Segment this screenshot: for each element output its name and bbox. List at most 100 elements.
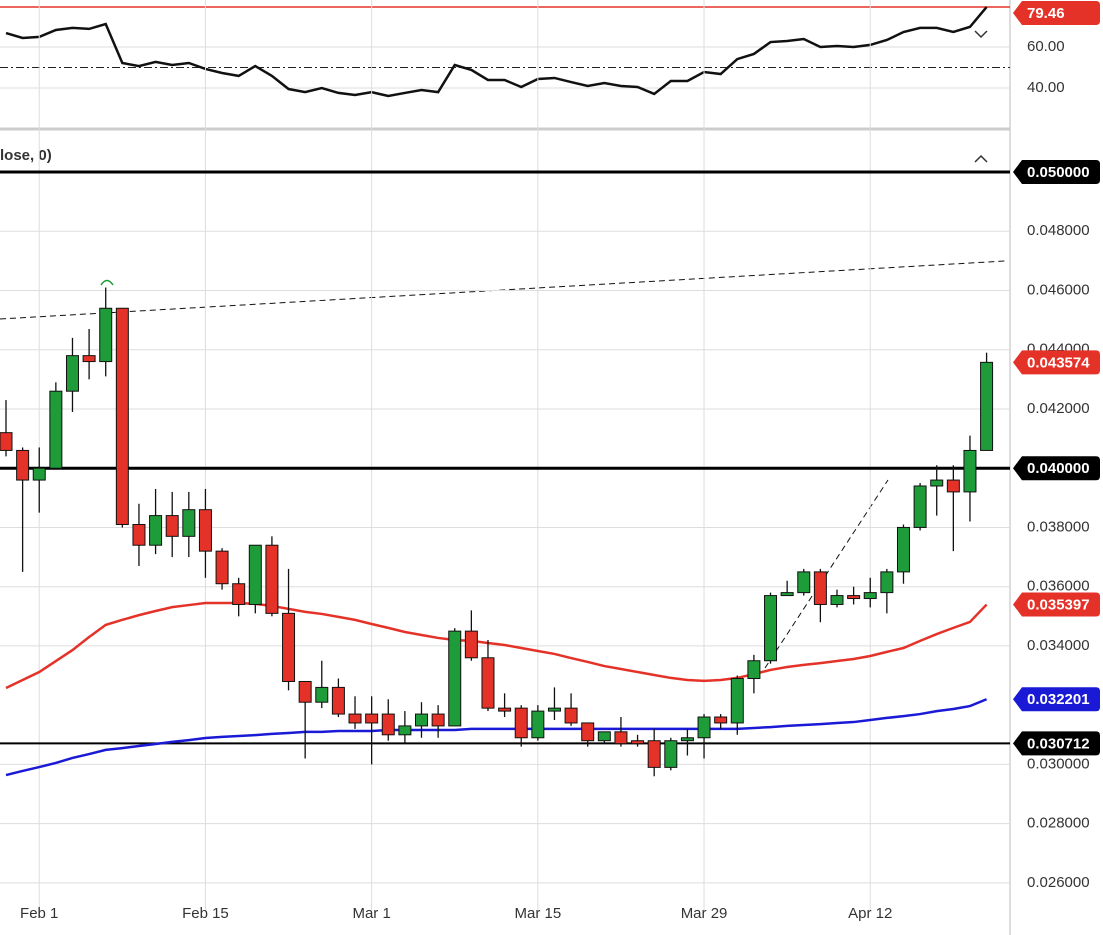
expand-icon[interactable] xyxy=(974,30,988,39)
candle-body xyxy=(631,740,645,745)
x-tick-label: Apr 12 xyxy=(848,905,892,922)
candle-body xyxy=(115,307,129,525)
y-tick-label: 0.048000 xyxy=(1027,222,1090,239)
candle-body xyxy=(564,707,578,724)
candle-body xyxy=(547,707,561,712)
candle-body xyxy=(813,571,827,605)
y-tick-label: 60.00 xyxy=(1027,38,1065,55)
candle-body xyxy=(896,526,910,573)
x-tick-label: Feb 15 xyxy=(182,905,229,922)
candle-body xyxy=(963,449,977,493)
candle-body xyxy=(415,713,428,727)
candle-body xyxy=(680,737,694,742)
last-price-tag-box xyxy=(1013,350,1100,375)
candle-body xyxy=(315,686,329,703)
candle-body xyxy=(331,686,345,715)
level-tag-box xyxy=(1013,731,1100,756)
candle-body xyxy=(930,479,944,487)
candle-body xyxy=(730,678,744,724)
candle-body xyxy=(880,571,894,594)
moving-average xyxy=(5,601,988,690)
candle-body xyxy=(697,716,711,739)
candle-body xyxy=(99,307,113,363)
candle-body xyxy=(32,467,46,481)
y-tick-label: 40.00 xyxy=(1027,79,1065,96)
y-tick-label: 0.030000 xyxy=(1027,755,1090,772)
candle-body xyxy=(847,595,861,600)
candle-body xyxy=(398,725,412,736)
candle-body xyxy=(365,713,379,724)
candle-body xyxy=(498,707,512,712)
candle-body xyxy=(830,595,844,605)
candle-body xyxy=(16,449,30,481)
indicator-label: lose, 0) xyxy=(0,147,52,164)
candle-body xyxy=(614,731,628,745)
candle-body xyxy=(182,509,196,537)
candle-body xyxy=(132,523,146,546)
ma-tag-box xyxy=(1013,687,1100,712)
level-tag: 0.040000 xyxy=(1027,460,1090,477)
candle-body xyxy=(780,592,794,597)
y-tick-label: 0.034000 xyxy=(1027,637,1090,654)
candle-body xyxy=(764,595,778,662)
last-value-tag: 79.46 xyxy=(1027,5,1065,22)
pattern-marker xyxy=(100,279,114,286)
candle-body xyxy=(198,509,212,552)
candle-body xyxy=(913,485,927,528)
candle-body xyxy=(747,660,761,680)
candle-body xyxy=(481,657,495,709)
candle-body xyxy=(797,571,811,594)
candle-body xyxy=(464,630,478,659)
candle-body xyxy=(82,355,96,363)
last-value-tag-box xyxy=(1013,1,1100,25)
candle-body xyxy=(531,710,545,739)
ma-tag-box xyxy=(1013,592,1100,617)
candle-body xyxy=(946,479,960,493)
candle-body xyxy=(265,544,279,614)
y-tick-label: 0.046000 xyxy=(1027,281,1090,298)
x-tick-label: Feb 1 xyxy=(20,905,58,922)
level-tag-box xyxy=(1013,456,1100,481)
ma-tag: 0.035397 xyxy=(1027,597,1090,614)
y-tick-label: 0.026000 xyxy=(1027,874,1090,891)
moving-average xyxy=(5,698,988,777)
candle-body xyxy=(282,612,296,682)
candle-body xyxy=(664,740,678,768)
level-tag-box xyxy=(1013,160,1100,185)
candle-body xyxy=(647,740,661,768)
candle-body xyxy=(215,550,229,585)
level-tag: 0.030712 xyxy=(1027,735,1090,752)
candle-body xyxy=(49,390,63,469)
y-tick-label: 0.028000 xyxy=(1027,815,1090,832)
last-price-tag: 0.043574 xyxy=(1027,354,1090,371)
x-tick-label: Mar 1 xyxy=(352,905,390,922)
y-tick-label: 0.038000 xyxy=(1027,518,1090,535)
candle-body xyxy=(448,630,462,727)
rsi-line xyxy=(5,6,988,98)
y-tick-label: 0.036000 xyxy=(1027,578,1090,595)
x-tick-label: Mar 29 xyxy=(681,905,728,922)
candle-body xyxy=(65,355,79,392)
y-tick-label: 0.042000 xyxy=(1027,400,1090,417)
level-tag: 0.050000 xyxy=(1027,164,1090,181)
x-tick-label: Mar 15 xyxy=(514,905,561,922)
candle-body xyxy=(581,722,595,742)
candle-body xyxy=(381,713,395,736)
candle-body xyxy=(0,432,13,451)
candle-body xyxy=(232,583,246,605)
candle-body xyxy=(514,707,528,739)
candle-body xyxy=(863,592,877,600)
candle-body xyxy=(298,680,312,703)
candle-body xyxy=(248,544,262,605)
candle-body xyxy=(149,515,163,546)
candle-body xyxy=(597,731,611,742)
candle-body xyxy=(165,515,179,537)
candle-body xyxy=(980,361,994,451)
collapse-icon[interactable] xyxy=(974,154,988,163)
ma-tag: 0.032201 xyxy=(1027,691,1090,708)
candle-body xyxy=(431,713,445,727)
candle-body xyxy=(714,716,728,724)
candle-body xyxy=(348,713,362,724)
